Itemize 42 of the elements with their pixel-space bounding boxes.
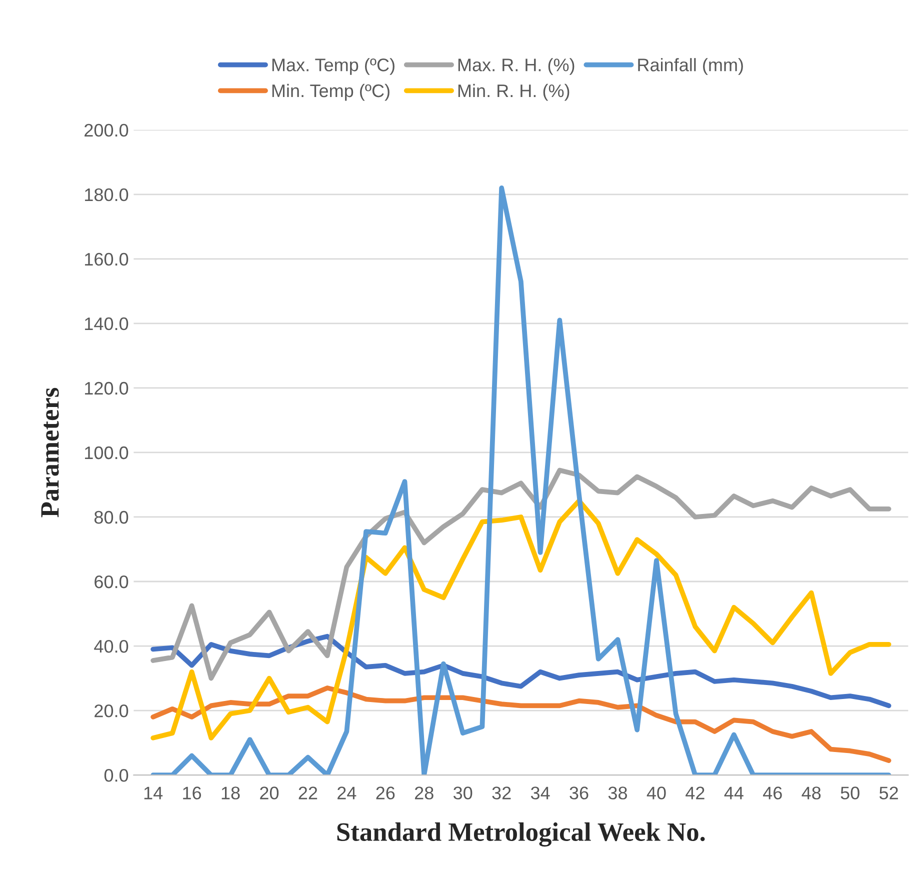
line-series — [150, 468, 892, 681]
x-tick-label: 22 — [298, 786, 318, 800]
x-tick-label: 34 — [530, 786, 550, 800]
legend-label: Min. Temp (ºC) — [272, 84, 390, 101]
x-tick-label: 32 — [492, 786, 511, 800]
y-tick-label: 140.0 — [85, 317, 128, 330]
y-tick-label: 40.0 — [94, 640, 128, 653]
x-tick-label: 36 — [570, 786, 588, 800]
y-tick-label: 180.0 — [85, 188, 128, 202]
x-tick-label: 48 — [802, 786, 821, 800]
legend-label: Max. R. H. (%) — [458, 58, 574, 75]
x-tick-label: 14 — [144, 786, 163, 800]
x-tick-label: 30 — [453, 786, 472, 800]
x-tick-label: 16 — [183, 786, 202, 800]
legend-label: Rainfall (mm) — [638, 58, 743, 75]
y-tick-label: 200.0 — [84, 124, 128, 137]
x-axis-title: Standard Metrological Week No. — [337, 822, 705, 847]
x-tick-label: 38 — [608, 786, 627, 800]
y-tick-label: 60.0 — [94, 575, 128, 588]
y-tick-label: 20.0 — [94, 704, 128, 718]
line-series — [150, 498, 892, 740]
x-tick-label: 24 — [338, 786, 356, 800]
legend-label: Min. R. H. (%) — [458, 84, 570, 101]
x-tick-label: 18 — [222, 786, 240, 800]
x-tick-label: 52 — [879, 786, 898, 800]
legend-label: Max. Temp (ºC) — [272, 58, 394, 75]
x-tick-label: 44 — [724, 786, 744, 800]
y-tick-label: 160.0 — [85, 252, 128, 266]
x-tick-label: 46 — [763, 786, 782, 800]
x-tick-label: 20 — [260, 786, 279, 800]
x-tick-label: 50 — [840, 786, 860, 800]
y-axis-title: Parameters — [41, 388, 59, 518]
x-tick-label: 40 — [646, 786, 666, 800]
x-tick-label: 28 — [414, 786, 434, 800]
y-tick-label: 80.0 — [94, 510, 128, 524]
line-series — [150, 686, 892, 763]
y-tick-label: 100.0 — [85, 446, 128, 460]
y-tick-label: 0.0 — [104, 768, 128, 782]
x-tick-label: 42 — [686, 786, 704, 800]
y-tick-label: 120.0 — [85, 382, 128, 395]
line-series — [150, 186, 892, 776]
x-tick-label: 26 — [376, 786, 395, 800]
